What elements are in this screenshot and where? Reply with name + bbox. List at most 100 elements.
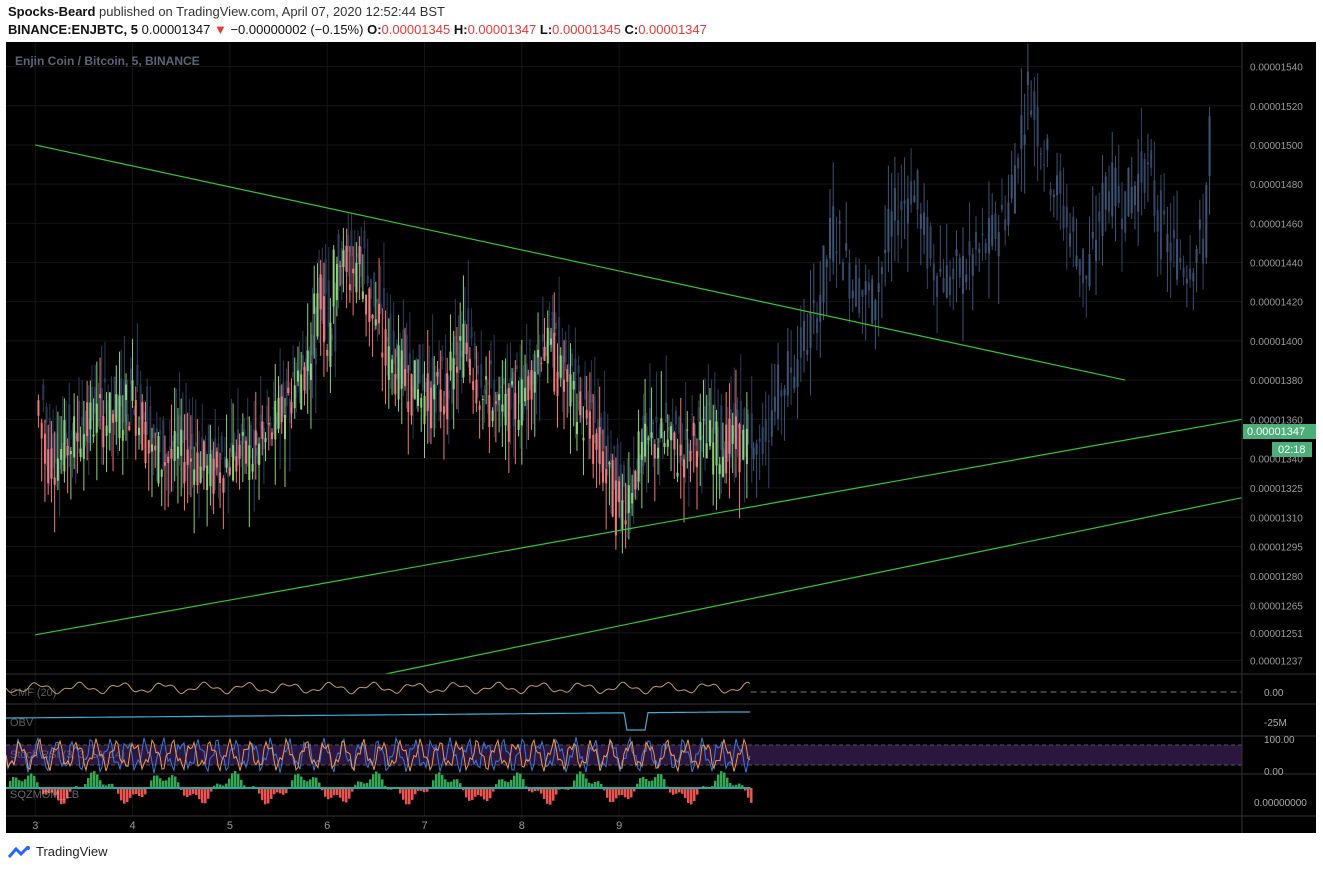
ghost-candle [97, 419, 100, 421]
price-candle [595, 433, 598, 450]
price-tick-label: 0.00001540 [1250, 63, 1303, 74]
ghost-candle [386, 336, 389, 342]
ghost-candle [321, 277, 324, 321]
price-candle [222, 478, 225, 493]
ghost-candle [168, 446, 171, 451]
ghost-candle [464, 320, 467, 326]
projected-candle [945, 265, 948, 298]
squeeze-bar [501, 779, 504, 788]
ghost-candle [103, 378, 106, 383]
price-candle [391, 359, 394, 373]
ghost-candle [499, 385, 502, 388]
projected-candle [1043, 164, 1046, 166]
squeeze-bar [723, 772, 726, 788]
ghost-candle [77, 400, 80, 442]
ghost-candle [694, 435, 697, 446]
squeeze-bar [45, 788, 48, 795]
projected-candle [997, 232, 1000, 257]
price-candle [481, 399, 484, 401]
footer-brand[interactable]: TradingView [8, 844, 108, 859]
price-candle [653, 444, 656, 459]
price-candle [212, 458, 215, 494]
ghost-candle [366, 275, 369, 284]
projected-candle [793, 376, 796, 389]
ghost-candle [541, 334, 544, 342]
price-candle [504, 394, 507, 426]
squeeze-bar [276, 788, 279, 793]
price-candle [660, 418, 663, 439]
price-candle [705, 443, 708, 458]
price-candle [258, 443, 261, 466]
ghost-candle [726, 441, 729, 462]
ghost-candle [451, 357, 454, 404]
projected-candle [764, 418, 767, 442]
projected-candle [1075, 255, 1078, 267]
ghost-candle [645, 426, 648, 445]
price-tick-label: 0.00001380 [1250, 376, 1303, 387]
ghost-candle [700, 435, 703, 452]
chart-svg[interactable]: 0.00001540 0.00001520 0.00001500 0.00001480… [5, 42, 1316, 833]
price-candle [79, 448, 82, 458]
price-candle [277, 397, 280, 429]
price-tick-label: 0.00001265 [1250, 601, 1303, 612]
projected-candle [897, 220, 900, 236]
price-candle [95, 403, 98, 433]
price-candle [585, 409, 588, 419]
chart-area[interactable]: 0.00001540 0.00001520 0.00001500 0.00001480… [5, 42, 1316, 833]
squeeze-bar [417, 788, 420, 791]
squeeze-bar [153, 775, 156, 788]
projected-candle [1088, 253, 1091, 287]
projected-candle [981, 233, 984, 236]
projected-candle [1091, 231, 1094, 239]
squeeze-bar [534, 788, 537, 792]
squeeze-bar [363, 783, 366, 788]
price-axis[interactable]: 0.00001540 0.00001520 0.00001500 0.00001480… [1241, 42, 1303, 833]
projected-candle [890, 211, 893, 237]
squeeze-bar [162, 780, 165, 788]
squeeze-bar [129, 788, 132, 798]
projected-candle [1069, 233, 1072, 247]
squeeze-bar [354, 784, 357, 788]
projected-candle [906, 198, 909, 224]
squeeze-bar [402, 788, 405, 800]
price-candle [118, 395, 121, 439]
time-axis[interactable]: 3 4 5 6 7 8 9 [6, 815, 1316, 832]
squeeze-bar [171, 775, 174, 788]
price-candle [358, 246, 361, 265]
price-candle [365, 294, 368, 315]
price-candle [715, 421, 718, 466]
price-candle [378, 303, 381, 324]
price-candle [128, 425, 131, 431]
symbol-label: BINANCE:ENJBTC, 5 [8, 22, 139, 37]
squeeze-bar [33, 775, 36, 788]
price-candle [592, 434, 595, 465]
ghost-candle [373, 272, 376, 307]
squeeze-bar [732, 785, 735, 788]
ghost-candle [389, 313, 392, 350]
squeeze-bar [687, 788, 690, 803]
price-candle [394, 374, 397, 395]
squeeze-bar [117, 788, 120, 794]
price-candle [264, 438, 267, 443]
projected-candle [1085, 275, 1088, 280]
projected-candle [926, 216, 929, 269]
squeeze-bar [399, 788, 402, 794]
ghost-candle [185, 413, 188, 441]
price-candle [309, 363, 312, 381]
projected-candle [851, 290, 854, 298]
squeeze-bar [192, 788, 195, 794]
projected-candle [819, 294, 822, 322]
ghost-candle [363, 230, 366, 249]
projected-candle [887, 208, 890, 252]
ghost-candle [113, 376, 116, 418]
squeeze-bar [555, 788, 558, 795]
ghost-candle [623, 465, 625, 487]
squeeze-bar [585, 778, 588, 788]
time-tick-label: 9 [616, 820, 622, 832]
squeeze-bar [252, 785, 255, 788]
author-name[interactable]: Spocks-Beard [8, 4, 96, 19]
squeeze-bar [126, 788, 129, 803]
squeeze-bar [216, 783, 219, 788]
price-candle [112, 414, 115, 423]
squeeze-bar [477, 788, 480, 796]
